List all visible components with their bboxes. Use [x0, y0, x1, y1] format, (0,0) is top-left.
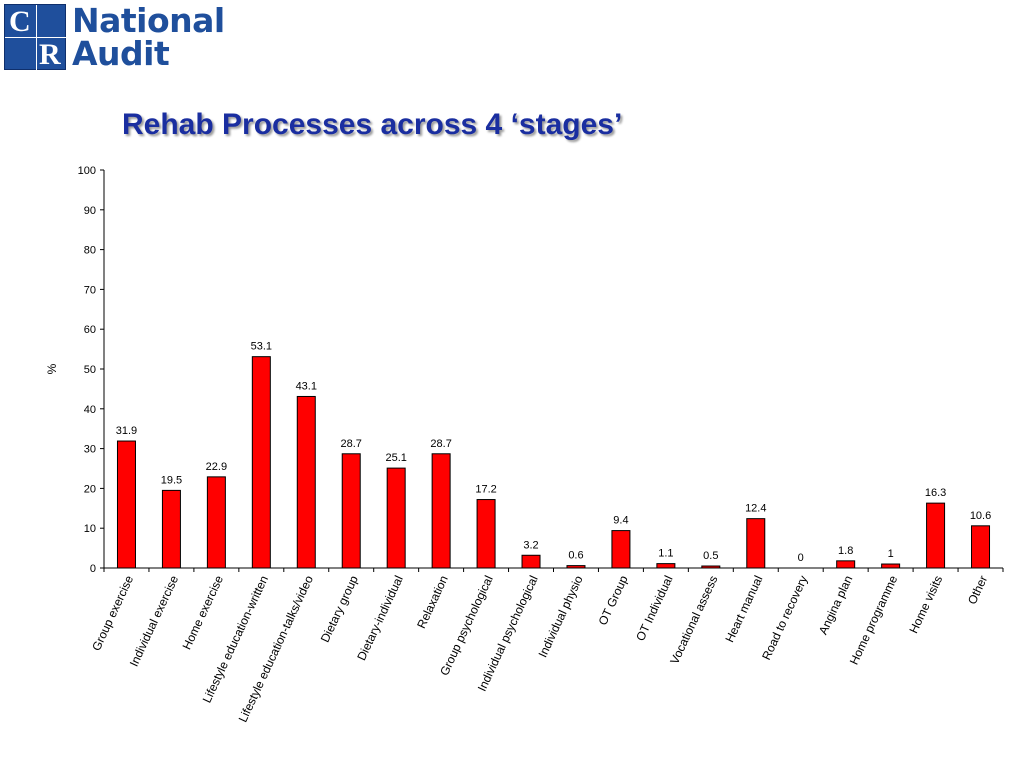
category-label: Home exercise	[180, 573, 227, 652]
data-label: 10.6	[970, 510, 991, 522]
logo-text-national: National	[72, 1, 225, 40]
category-label: Road to recovery	[759, 573, 810, 662]
bar	[926, 502, 946, 569]
category-label: Group exercise	[89, 573, 136, 653]
y-tick-label: 60	[84, 324, 96, 336]
logo-text-audit: Audit	[72, 34, 170, 73]
logo-letter-c: C	[9, 5, 31, 38]
bar	[611, 530, 631, 569]
y-tick-label: 70	[84, 284, 96, 296]
data-label: 17.2	[475, 484, 496, 496]
y-tick-label: 50	[84, 364, 96, 376]
bar	[476, 499, 496, 569]
logo: C R National Audit	[4, 1, 234, 73]
data-label: 12.4	[745, 503, 766, 515]
bar	[701, 565, 721, 569]
logo-divider-vertical	[36, 5, 37, 71]
category-label: Dietary-individual	[354, 573, 406, 662]
data-label: 0.5	[703, 550, 718, 562]
chart-bars	[116, 356, 991, 569]
data-label: 31.9	[116, 425, 137, 437]
category-label: Individual physio	[536, 573, 586, 660]
logo-divider-horizontal	[5, 37, 67, 38]
data-label: 0.6	[568, 550, 583, 562]
bar	[296, 395, 316, 569]
category-label: OT Individual	[633, 573, 675, 643]
y-tick-label: 30	[84, 444, 96, 456]
y-tick-label: 20	[84, 483, 96, 495]
y-tick-label: 0	[90, 563, 96, 575]
y-tick-label: 90	[84, 205, 96, 217]
bar	[971, 525, 991, 569]
category-label: Relaxation	[414, 573, 451, 630]
bar	[386, 467, 406, 569]
data-label: 28.7	[341, 438, 362, 450]
bar	[836, 560, 856, 569]
data-label: 3.2	[523, 539, 538, 551]
y-tick-label: 10	[84, 523, 96, 535]
data-label: 1.8	[838, 545, 853, 557]
bar	[341, 453, 361, 569]
data-label: 0	[798, 552, 804, 564]
category-label: Vocational assess	[667, 573, 720, 666]
data-label: 1	[888, 548, 894, 560]
bar	[746, 518, 766, 569]
bar	[566, 565, 586, 569]
bar	[251, 356, 271, 569]
data-label: 1.1	[658, 548, 673, 560]
category-label: Home visits	[906, 573, 945, 635]
data-label: 43.1	[296, 380, 317, 392]
category-label: Other	[965, 573, 990, 606]
y-axis-label: %	[45, 363, 59, 374]
logo-cr-box: C R	[4, 4, 67, 71]
data-label: 9.4	[613, 515, 628, 527]
bar	[161, 489, 181, 569]
y-tick-label: 40	[84, 404, 96, 416]
data-label: 25.1	[385, 452, 406, 464]
bar	[881, 563, 901, 569]
category-label: Home programme	[847, 573, 901, 667]
data-label: 28.7	[430, 438, 451, 450]
category-label: Angina plan	[816, 573, 855, 636]
y-tick-label: 80	[84, 245, 96, 257]
category-label: OT Group	[595, 573, 630, 627]
page-title: Rehab Processes across 4 ‘stages’	[122, 108, 623, 141]
data-label: 22.9	[206, 461, 227, 473]
data-label: 53.1	[251, 341, 272, 353]
bar	[521, 554, 541, 569]
category-label: Individual exercise	[127, 573, 182, 669]
logo-letter-r: R	[39, 38, 61, 71]
y-tick-label: 100	[78, 165, 96, 177]
bar	[206, 476, 226, 569]
bar	[431, 453, 451, 569]
category-label: Dietary group	[318, 573, 361, 644]
bar	[656, 563, 676, 569]
data-label: 19.5	[161, 474, 182, 486]
data-label: 16.3	[925, 487, 946, 499]
bar	[116, 440, 136, 569]
category-label: Heart manual	[722, 573, 765, 644]
